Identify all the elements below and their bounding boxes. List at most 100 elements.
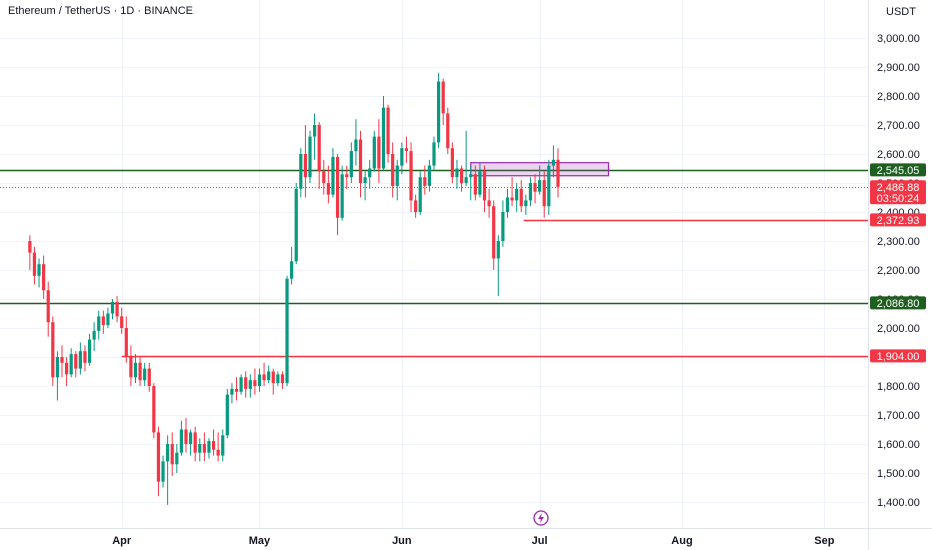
candle xyxy=(225,388,229,439)
candles-layer xyxy=(28,72,560,505)
candle-body xyxy=(496,241,500,259)
candle xyxy=(349,142,353,183)
candle xyxy=(528,177,533,207)
candle-body xyxy=(234,388,239,392)
candle-body xyxy=(78,351,82,369)
candle xyxy=(60,345,64,378)
candle-body xyxy=(83,351,87,363)
candle xyxy=(519,180,523,212)
price-label-value: 2,372.93 xyxy=(877,215,920,227)
candle xyxy=(129,345,133,386)
price-label: 1,904.00 xyxy=(870,349,926,363)
candle xyxy=(207,438,211,459)
candle-body xyxy=(97,316,101,331)
candle xyxy=(55,351,60,401)
candle xyxy=(32,246,37,285)
candle-body xyxy=(423,177,427,186)
candle-body xyxy=(381,107,386,169)
candle xyxy=(400,142,404,175)
price-axis[interactable]: 3,000.00 2,900.00 2,800.00 2,700.00 2,600.00… xyxy=(877,33,920,509)
candle-body xyxy=(368,168,372,178)
candle-body xyxy=(478,171,482,195)
time-tick-label: Jul xyxy=(532,535,548,547)
candle-body xyxy=(409,151,413,201)
candle-body xyxy=(267,371,271,381)
candle-body xyxy=(395,165,399,186)
time-tick-label: May xyxy=(249,535,271,547)
candle xyxy=(51,316,55,386)
candle-body xyxy=(276,374,280,384)
candle xyxy=(340,165,344,221)
candle-body xyxy=(216,449,220,456)
candle xyxy=(175,444,179,473)
candle-body xyxy=(322,171,326,183)
candle-body xyxy=(202,444,206,453)
price-label-box xyxy=(870,180,926,205)
candle xyxy=(312,113,317,160)
candle-body xyxy=(290,261,294,279)
candle xyxy=(363,171,367,201)
candle xyxy=(156,426,161,497)
candle xyxy=(239,374,243,395)
candle-body xyxy=(345,174,349,178)
candle-body xyxy=(207,441,211,453)
candle-body xyxy=(519,188,523,207)
candle-body xyxy=(528,183,533,201)
price-label: 2,372.93 xyxy=(870,213,926,227)
candle-body xyxy=(133,362,138,378)
candle-body xyxy=(312,125,317,137)
candle xyxy=(152,383,156,439)
candle-body xyxy=(524,200,528,207)
price-label-value: 2,086.80 xyxy=(877,298,920,310)
time-tick-label: Jun xyxy=(392,535,412,547)
candle-body xyxy=(469,174,473,178)
candle xyxy=(547,159,551,215)
candle-body xyxy=(92,330,96,340)
candle-body xyxy=(262,374,266,381)
candle-body xyxy=(69,354,73,375)
candle-body xyxy=(455,168,459,178)
candle xyxy=(262,362,266,386)
candle xyxy=(64,357,69,386)
candle xyxy=(124,316,128,363)
candle-body xyxy=(335,156,340,218)
candle xyxy=(216,432,220,462)
candle xyxy=(538,165,542,195)
candle xyxy=(368,159,372,189)
candle-body xyxy=(257,374,262,386)
candle-body xyxy=(221,435,225,456)
candle-body xyxy=(510,197,514,201)
candle-body xyxy=(547,165,551,207)
candle xyxy=(179,420,184,456)
candle xyxy=(267,365,271,384)
candle-body xyxy=(386,107,390,154)
price-label-box xyxy=(870,296,926,310)
time-axis[interactable]: Apr May Jun Jul Aug Sep xyxy=(112,535,835,547)
candle xyxy=(74,351,78,378)
price-label-box xyxy=(870,163,926,177)
candle xyxy=(294,183,298,265)
price-tick-label: 1,600.00 xyxy=(877,439,920,451)
candle-body xyxy=(74,354,78,369)
lightning-icon[interactable] xyxy=(533,510,549,526)
candle xyxy=(257,368,262,392)
candle xyxy=(455,159,459,189)
candle xyxy=(78,342,82,375)
candle-body xyxy=(211,441,216,450)
candle xyxy=(377,119,381,183)
candle-body xyxy=(46,290,50,323)
candle-body xyxy=(459,168,464,183)
candle xyxy=(436,72,441,149)
candle-body xyxy=(326,183,330,195)
candle xyxy=(110,299,115,320)
currency-selector[interactable]: USDT xyxy=(868,0,932,24)
candle xyxy=(533,174,537,204)
candle xyxy=(106,307,110,328)
price-tick-label: 2,300.00 xyxy=(877,236,920,248)
candle xyxy=(184,417,188,453)
candle xyxy=(87,333,92,366)
price-label-box xyxy=(870,349,926,363)
time-tick-label: Sep xyxy=(814,535,834,547)
